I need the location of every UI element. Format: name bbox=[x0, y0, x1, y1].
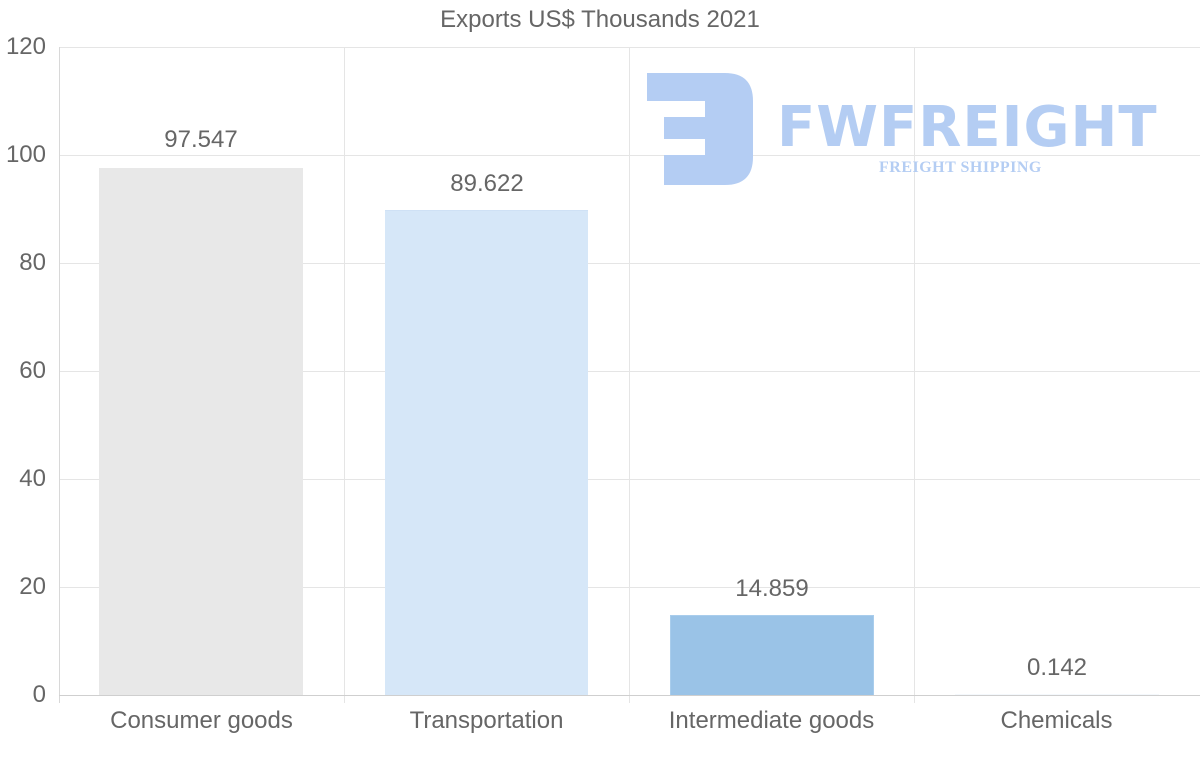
vgrid-1 bbox=[344, 47, 345, 703]
fwfreight-logo-icon bbox=[647, 73, 753, 185]
y-tick-60: 60 bbox=[19, 357, 46, 384]
x-label-consumer-goods: Consumer goods bbox=[110, 707, 293, 734]
chart-title: Exports US$ Thousands 2021 bbox=[440, 6, 760, 33]
y-tick-40: 40 bbox=[19, 465, 46, 492]
x-label-intermediate-goods: Intermediate goods bbox=[668, 707, 875, 734]
bar-consumer-goods[interactable] bbox=[99, 168, 303, 695]
bar-transportation[interactable] bbox=[385, 210, 588, 695]
value-label-intermediate-goods: 14.859 bbox=[735, 575, 809, 602]
value-label-consumer-goods: 97.547 bbox=[164, 126, 238, 153]
y-tick-100: 100 bbox=[5, 141, 46, 168]
x-label-chemicals: Chemicals bbox=[1000, 707, 1113, 734]
x-axis-line bbox=[59, 695, 1200, 696]
x-label-transportation: Transportation bbox=[409, 707, 564, 734]
value-label-transportation: 89.622 bbox=[450, 170, 524, 197]
vgrid-3 bbox=[914, 47, 915, 703]
y-tick-0: 0 bbox=[32, 681, 46, 708]
value-label-chemicals: 0.142 bbox=[1026, 654, 1088, 681]
bar-chemicals[interactable] bbox=[955, 694, 1159, 695]
fwfreight-watermark: FWFREIGHT FREIGHT SHIPPING bbox=[647, 73, 1167, 193]
brand-tagline: FREIGHT SHIPPING bbox=[879, 159, 1042, 176]
brand-name: FWFREIGHT bbox=[777, 95, 1158, 160]
vgrid-2 bbox=[629, 47, 630, 703]
plot-area: FWFREIGHT FREIGHT SHIPPING 97.547 89.622… bbox=[59, 47, 1200, 734]
bar-intermediate-goods[interactable] bbox=[670, 615, 874, 695]
y-tick-80: 80 bbox=[19, 249, 46, 276]
y-tick-20: 20 bbox=[19, 573, 46, 600]
y-axis-line bbox=[59, 47, 60, 703]
y-tick-120: 120 bbox=[5, 33, 46, 60]
